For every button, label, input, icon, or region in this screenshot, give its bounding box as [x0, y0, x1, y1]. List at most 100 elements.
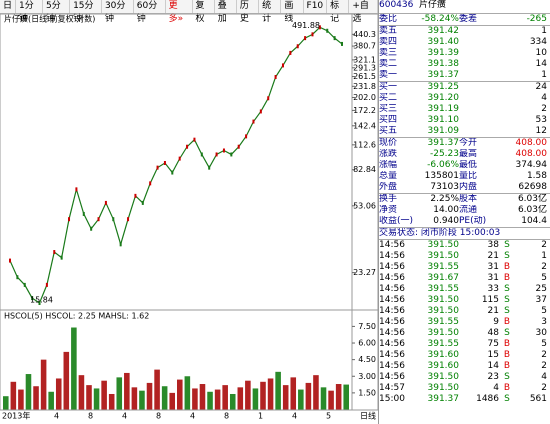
cell: 391.37	[427, 394, 460, 404]
tab[interactable]: 15分钟	[70, 0, 102, 24]
tool[interactable]: 统计	[259, 0, 282, 24]
cell: 104.4	[521, 216, 547, 226]
status-row: 交易状态: 闭市阶段 15:00:03	[379, 227, 550, 239]
candle	[304, 36, 307, 41]
candle	[289, 50, 292, 55]
cell: 卖四	[379, 37, 398, 47]
cell: 15	[487, 350, 499, 360]
volume-bar	[192, 388, 198, 410]
cell: 391.55	[427, 339, 460, 349]
cell: 净资	[379, 205, 398, 215]
cell: 391.50	[427, 383, 460, 393]
tool[interactable]: 历史	[237, 0, 260, 24]
tool[interactable]: 画线	[281, 0, 304, 24]
candle	[318, 25, 321, 30]
cell: 391.37	[427, 70, 460, 80]
tab[interactable]: 更多»	[166, 0, 193, 24]
tab[interactable]: 30分钟	[102, 0, 134, 24]
candle	[38, 301, 41, 305]
volume-bar	[86, 385, 92, 410]
volume-bar	[161, 386, 168, 410]
cell: 14:56	[379, 240, 405, 250]
tool[interactable]: 标记	[327, 0, 350, 24]
cell: 卖三	[379, 48, 398, 58]
trade-row: 14:56 391.55 9 B 3	[379, 317, 550, 328]
frame	[0, 13, 378, 411]
tool[interactable]: F10	[304, 0, 328, 13]
cell: S	[504, 372, 510, 382]
chart: 片仔癀(日线 前复权 对数)440.3380.7321.1291.3261.52…	[0, 13, 378, 421]
cell: 卖二	[379, 59, 398, 69]
cell: 14:56	[379, 350, 405, 360]
y-tick-label: 380.7	[353, 42, 376, 51]
cell: 391.50	[427, 372, 460, 382]
trade-row: 14:56 391.60 14 B 2	[379, 361, 550, 372]
cell: S	[504, 240, 510, 250]
tab[interactable]: 1分钟	[16, 0, 44, 24]
volume-bar	[343, 384, 349, 410]
cell: 0.940	[433, 216, 459, 226]
cell: 14:56	[379, 372, 405, 382]
cell: 4	[541, 93, 547, 103]
tool[interactable]: 叠加	[215, 0, 237, 24]
volume-bar	[214, 389, 221, 410]
volume-bar	[282, 385, 289, 410]
tab[interactable]: 日	[0, 0, 17, 13]
cell: 115	[481, 295, 499, 305]
candle	[45, 282, 48, 287]
cell: S	[504, 328, 510, 338]
tab[interactable]: 5分钟	[43, 0, 71, 24]
bid-row: 买三 391.19 2	[379, 104, 550, 115]
candle	[274, 75, 277, 80]
cell: 2	[541, 350, 547, 360]
cell: 最高	[459, 149, 478, 159]
trade-row: 14:56 391.50 21 S 1	[379, 251, 550, 262]
tab[interactable]: 60分钟	[134, 0, 166, 24]
volume-bar	[313, 375, 319, 410]
trade-row: 14:56 391.55 33 S 25	[379, 284, 550, 295]
volume-bar	[298, 389, 304, 410]
cell: 391.25	[427, 82, 460, 92]
volume-bar	[33, 386, 39, 410]
cell: 收益(一)	[379, 216, 413, 226]
y-tick-label: 291.3	[353, 63, 376, 72]
cell: 391.50	[427, 295, 460, 305]
cell: 391.09	[427, 126, 460, 136]
cell: 14.00	[433, 205, 459, 215]
cell: 391.42	[427, 26, 460, 36]
cell: 391.55	[427, 317, 460, 327]
candle	[97, 217, 100, 222]
candle	[186, 144, 189, 149]
volume-bar	[116, 377, 123, 410]
cell: 23	[487, 372, 499, 382]
volume-bar	[48, 391, 54, 410]
cell: 14:57	[379, 383, 405, 393]
volume-bar	[124, 372, 130, 410]
cell: PE(动)	[459, 216, 487, 226]
cell: 14:56	[379, 361, 405, 371]
cell: 换手	[379, 194, 398, 204]
cell: 14:56	[379, 306, 405, 316]
candle	[245, 134, 248, 139]
cell: 2	[541, 262, 547, 272]
cell: 31	[487, 273, 499, 283]
tool[interactable]: 复权	[193, 0, 215, 24]
candle	[193, 137, 196, 142]
candle	[127, 217, 130, 222]
cell: 391.67	[427, 273, 460, 283]
tool[interactable]: +自选	[349, 0, 378, 24]
cell: 391.55	[427, 284, 460, 294]
trade-row: 14:56 391.55 75 B 5	[379, 339, 550, 350]
cell: 391.50	[427, 328, 460, 338]
stat-row: 收益(一) 0.940 PE(动) 104.4	[379, 216, 550, 227]
volume-bar	[245, 380, 251, 410]
bid-row: 买一 391.25 24	[379, 81, 550, 93]
cell: 买一	[379, 82, 398, 92]
cell: 14:56	[379, 284, 405, 294]
y-tick-label: 321.1	[353, 55, 376, 64]
cell: 30	[535, 328, 547, 338]
volume-bar	[184, 376, 191, 410]
ask-row: 卖五 391.42 1	[379, 25, 550, 37]
cell: 买四	[379, 115, 398, 125]
candle	[119, 242, 122, 247]
